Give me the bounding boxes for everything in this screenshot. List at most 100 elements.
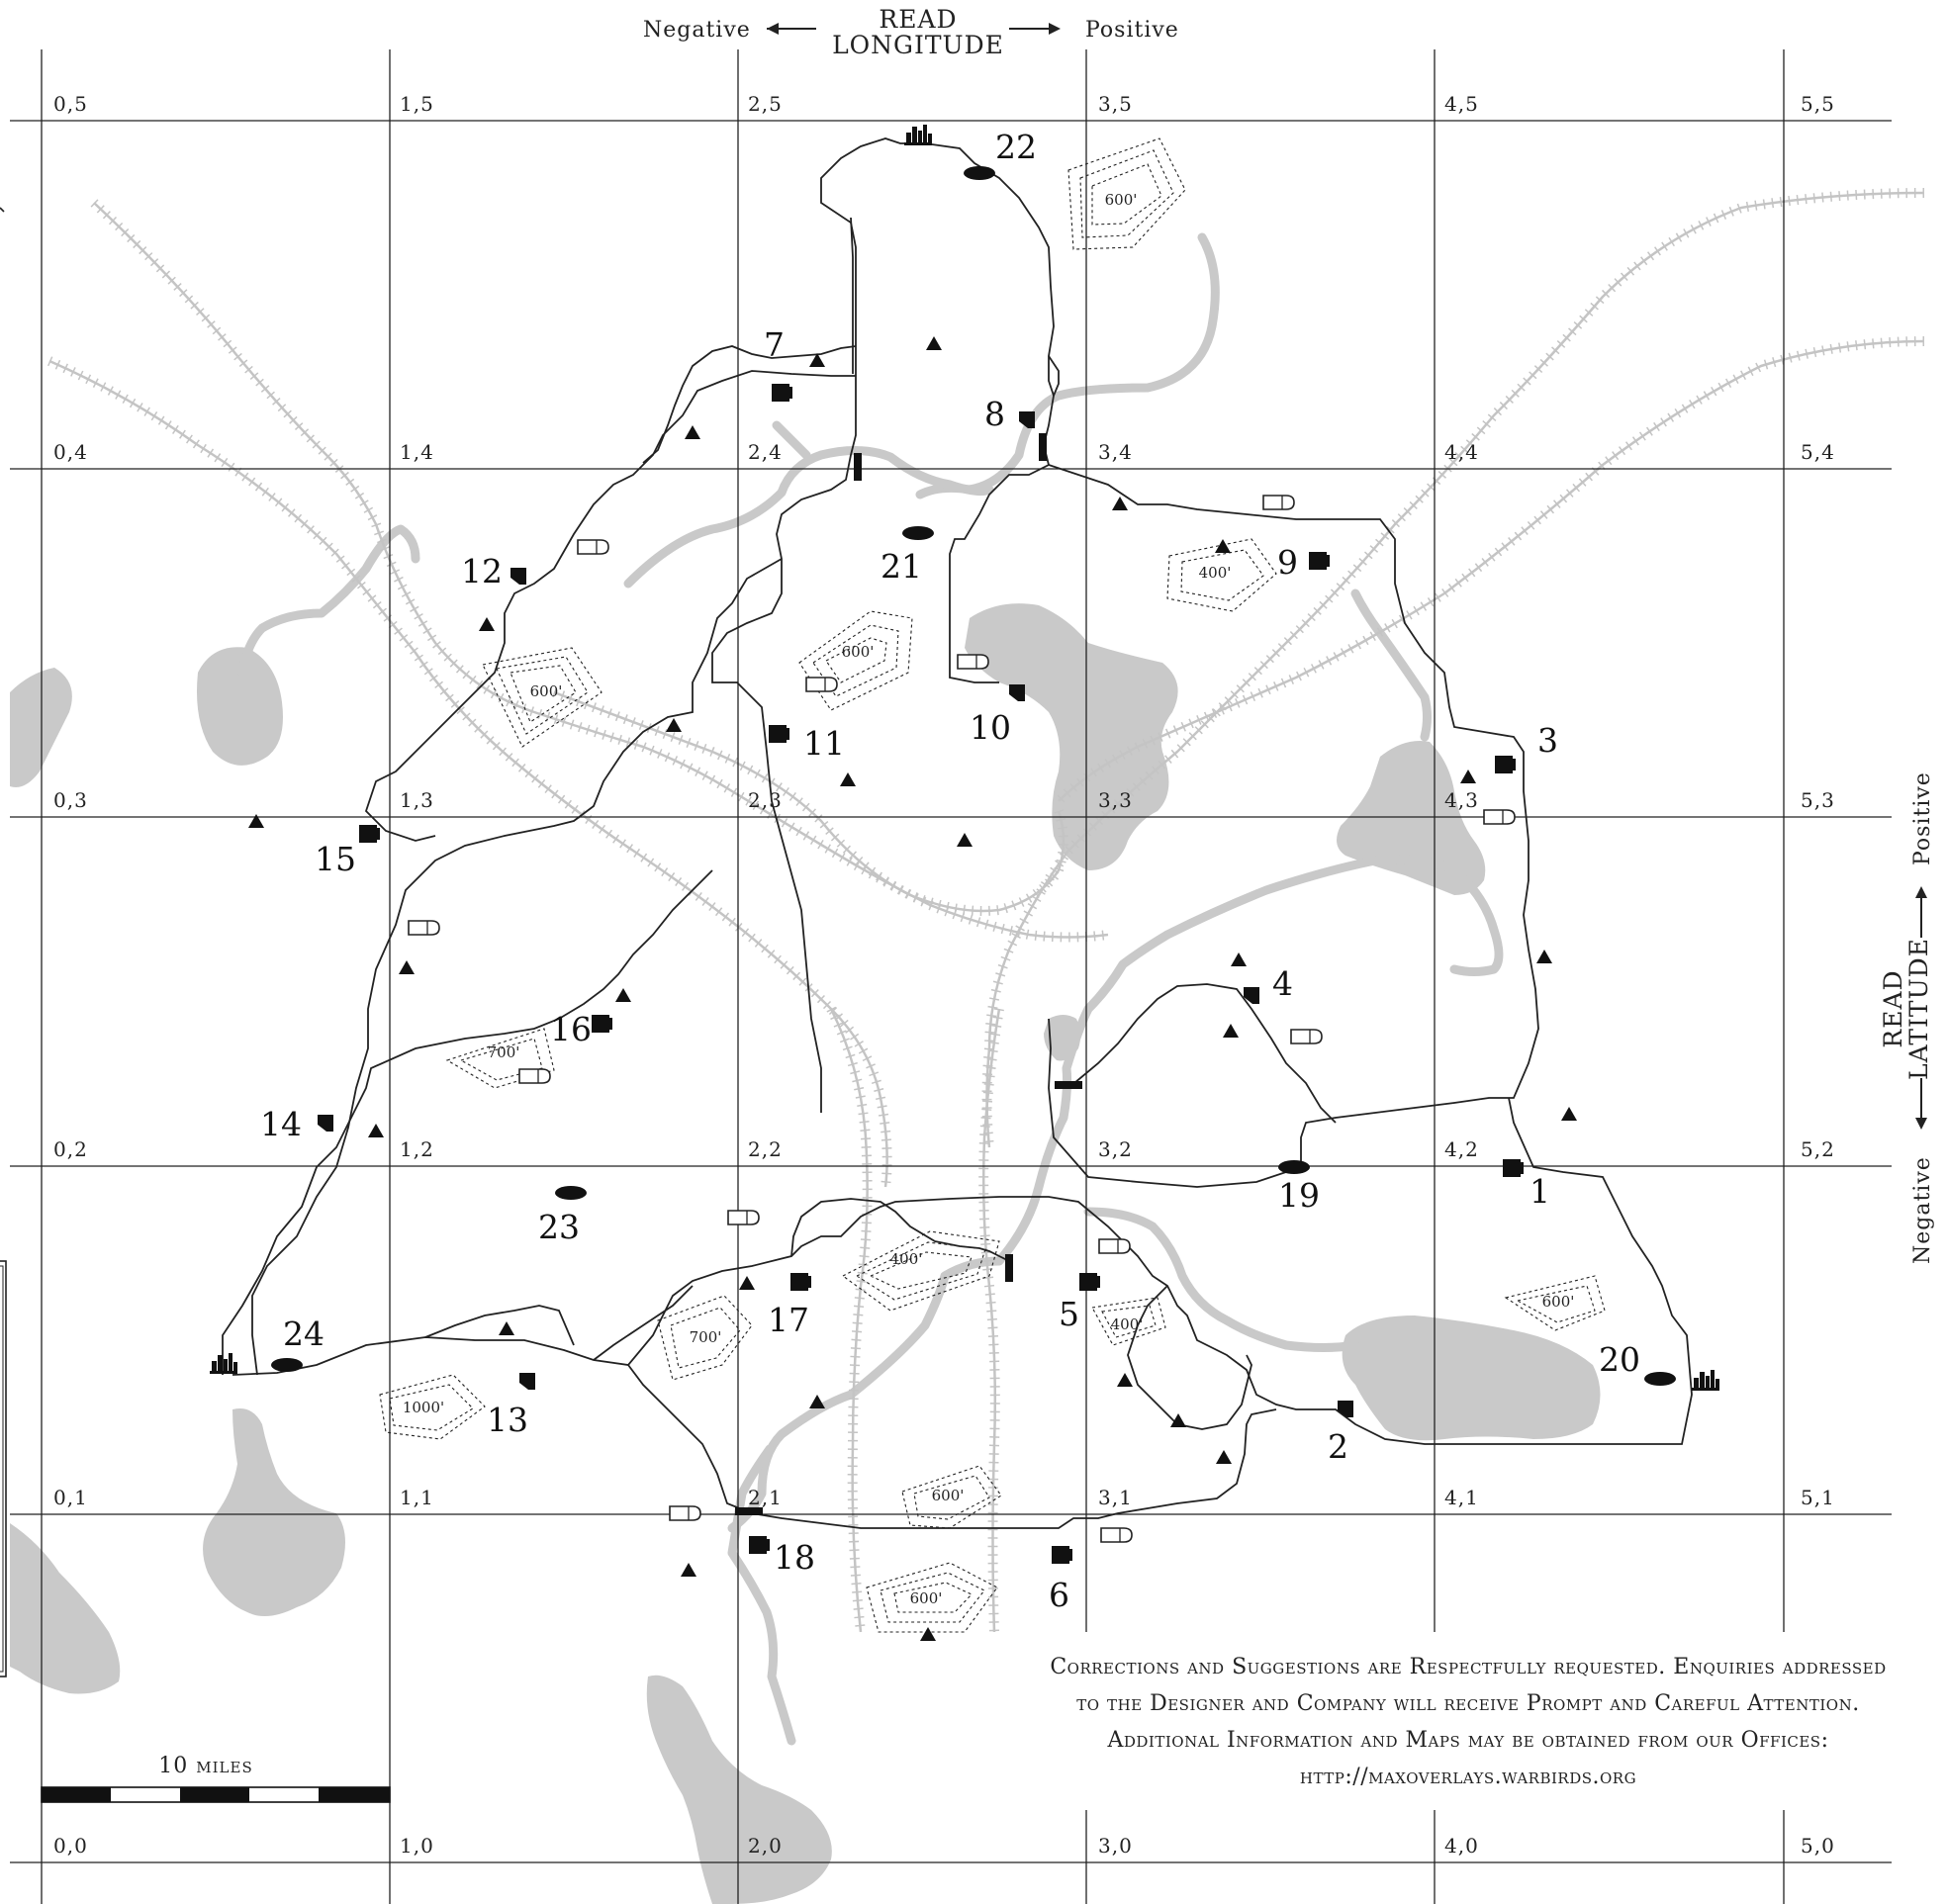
arrow-up-icon <box>1915 886 1927 898</box>
grid-label: 1,5 <box>400 92 434 116</box>
airfield-icon <box>1644 1372 1676 1386</box>
river-main <box>727 855 1504 1533</box>
grid-label: 4,0 <box>1444 1834 1479 1858</box>
bridge <box>1055 1081 1082 1089</box>
target-label: 24 <box>283 1315 324 1353</box>
border-center <box>1048 464 1539 1188</box>
longitude-header: Negative READ LONGITUDE Positive <box>643 5 1178 59</box>
river-east-north <box>1350 589 1432 742</box>
triangle-icon <box>1561 1107 1577 1121</box>
grid-label: 2,4 <box>748 440 783 464</box>
contour-label: 600' <box>1105 191 1138 209</box>
grid-label: 1,1 <box>400 1486 434 1509</box>
triangle-icon <box>1216 1450 1232 1464</box>
city-icon <box>1692 1370 1719 1391</box>
contour-label: 600' <box>910 1589 943 1607</box>
triangle-icon <box>681 1563 696 1577</box>
rail-south-a <box>826 1006 873 1633</box>
target-label: 13 <box>487 1401 528 1439</box>
contour-label: 1000' <box>403 1399 444 1416</box>
bunker-icon <box>1262 495 1295 510</box>
grid-label: 1,3 <box>400 788 434 812</box>
footer-line2: to the Designer and Company will receive… <box>1076 1691 1859 1716</box>
contour-hill: 400' <box>841 1230 1000 1312</box>
contour-hill: 700' <box>445 1028 555 1089</box>
lake-south-east <box>1342 1315 1601 1441</box>
city-icon <box>904 125 932 145</box>
bunker-icon <box>1483 809 1516 825</box>
triangle-icon <box>809 1395 825 1408</box>
grid-label: 5,2 <box>1801 1137 1835 1161</box>
triangle-icon <box>479 617 495 631</box>
border-south <box>222 869 713 1375</box>
footer-notice: Corrections and Suggestions are Respectf… <box>987 1640 1947 1808</box>
triangle-icon <box>840 772 856 786</box>
latitude-title-line2: LATITUDE <box>1904 938 1933 1080</box>
target-label: 19 <box>1278 1176 1320 1215</box>
rail-east <box>1055 336 1925 805</box>
triangle-icon <box>499 1321 514 1335</box>
factory-icon <box>772 384 792 402</box>
target-label: 15 <box>315 840 356 878</box>
contour-label: 400' <box>890 1250 923 1268</box>
lake-south-west <box>203 1408 345 1616</box>
bunker-icon <box>1100 1527 1133 1543</box>
border-south-west-lower <box>424 1305 575 1346</box>
depot-icon <box>510 568 526 585</box>
arrow-down-icon <box>1915 1118 1927 1130</box>
grid-label: 1,2 <box>400 1137 434 1161</box>
target-label: 12 <box>461 552 503 590</box>
target-label: 10 <box>970 708 1011 747</box>
river-north-spur <box>772 420 811 460</box>
triangle-icon <box>368 1124 384 1137</box>
contour-hill: 700' <box>657 1295 753 1381</box>
target-label: 4 <box>1272 964 1293 1003</box>
lake-north-west <box>197 647 283 766</box>
target-label: 16 <box>550 1010 592 1048</box>
triangle-icon <box>920 1627 936 1641</box>
lake-far-south-west <box>10 1523 121 1694</box>
target-label: 3 <box>1537 721 1558 760</box>
triangle-icon <box>1223 1024 1239 1038</box>
grid-label: 0,0 <box>53 1834 88 1858</box>
grid-label: 5,3 <box>1801 788 1835 812</box>
border-south-main <box>232 1097 1693 1445</box>
factory-icon <box>769 725 789 743</box>
sector-borders <box>222 137 1693 1529</box>
factory-icon <box>1309 552 1330 570</box>
border-south-mid <box>790 1198 1010 1262</box>
depot-icon <box>318 1115 333 1132</box>
footer-url[interactable]: http://maxoverlays.warbirds.org <box>1300 1765 1636 1789</box>
grid <box>10 49 1892 1904</box>
grid-label: 1,4 <box>400 440 434 464</box>
latitude-title-line1: READ <box>1879 969 1907 1047</box>
grid-label: 3,3 <box>1098 788 1133 812</box>
grid-label: 2,0 <box>748 1834 783 1858</box>
target-label: 6 <box>1049 1576 1069 1614</box>
grid-label: 4,1 <box>1444 1486 1479 1509</box>
footer-line1: Corrections and Suggestions are Respectf… <box>1050 1655 1886 1679</box>
grid-label: 0,1 <box>53 1486 88 1509</box>
bridge <box>854 453 862 481</box>
triangle-icon <box>1112 497 1128 510</box>
target-label: 14 <box>260 1105 302 1143</box>
contour-hill: 600' <box>866 1562 998 1633</box>
border-mid-loop <box>1067 983 1337 1124</box>
factory-icon <box>592 1015 612 1033</box>
contour-hill: 600' <box>901 1465 1002 1529</box>
triangle-icon <box>666 718 682 732</box>
bunker-icon <box>577 539 609 555</box>
scale-label: 10 miles <box>158 1754 252 1778</box>
grid-label: 4,5 <box>1444 92 1479 116</box>
contour-hill: 400' <box>1091 1297 1166 1346</box>
contour-label: 600' <box>932 1487 965 1504</box>
river-south <box>727 1444 796 1746</box>
arrow-right-icon <box>1049 23 1061 35</box>
target-label: 18 <box>774 1538 815 1577</box>
border-south-inner <box>593 1285 694 1361</box>
bunker-icon <box>518 1068 551 1084</box>
rail-west <box>46 356 892 1188</box>
target-labels: 1 2 3 4 5 6 7 8 9 10 11 12 13 14 15 16 1… <box>260 128 1640 1614</box>
latitude-negative-label: Negative <box>1910 1156 1935 1264</box>
